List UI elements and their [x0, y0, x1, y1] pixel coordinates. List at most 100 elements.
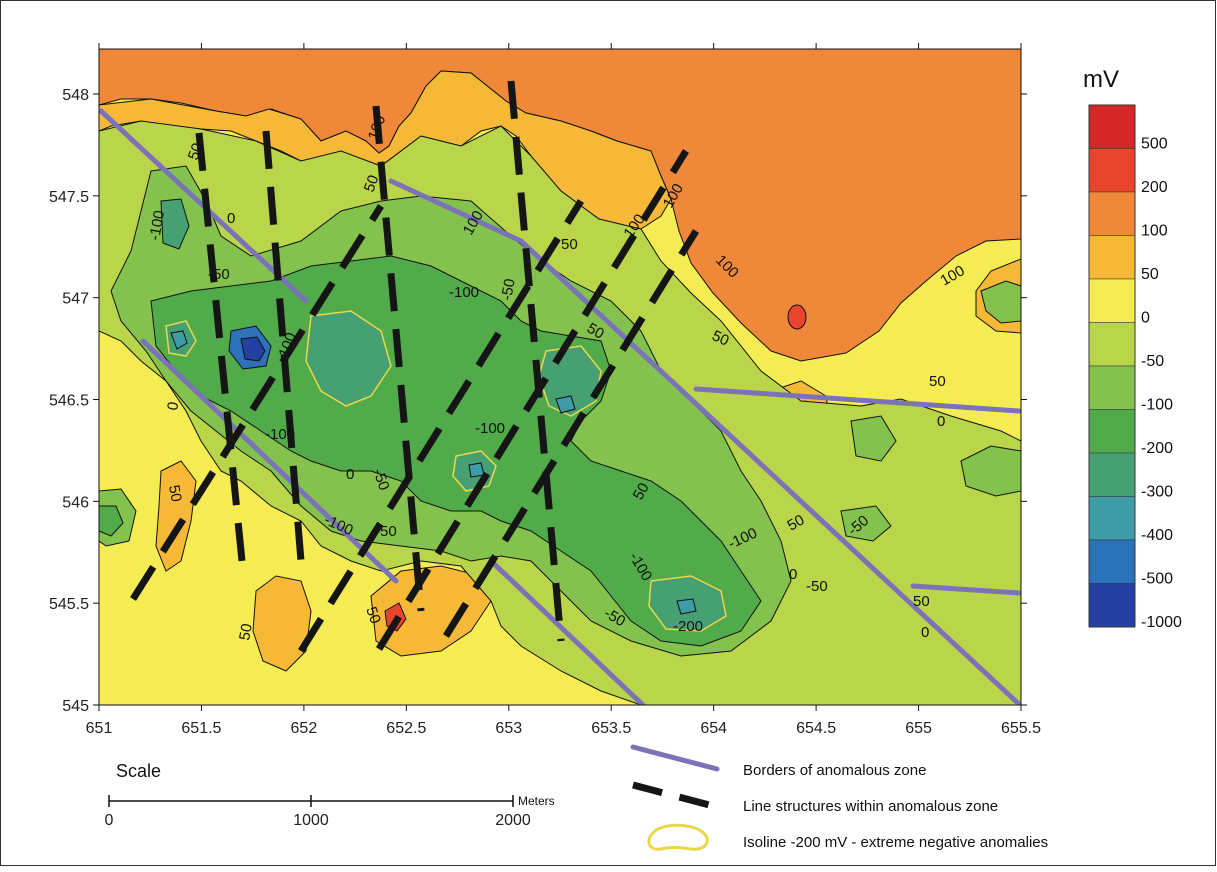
- colorbar-label: -500: [1141, 571, 1173, 588]
- contour-label: 0: [789, 566, 797, 583]
- y-tick-label: 545: [62, 698, 89, 715]
- zone-minus400-pocket-e: [468, 462, 485, 478]
- colorbar-segment: [1088, 104, 1136, 149]
- colorbar-segment: [1088, 583, 1136, 628]
- contour-label: -50: [375, 523, 397, 540]
- x-tick-label: 654.5: [796, 720, 836, 737]
- scale-label-0: 0: [105, 812, 114, 829]
- zone-minus300-minus200-a: [305, 310, 392, 407]
- legend-label-border: Borders of anomalous zone: [743, 762, 926, 779]
- map-plot-area: 100 100 100 100 100 100 50 50 50 50 50 5…: [99, 49, 1021, 705]
- zone-minus1000-pocket-a: [240, 336, 266, 362]
- structure-line-6: [298, 199, 584, 653]
- contour-label: 50: [584, 320, 607, 343]
- colorbar-label: 100: [1141, 223, 1168, 240]
- border-line-3: [518, 238, 1021, 705]
- colorbar-label: 50: [1141, 266, 1159, 283]
- scale-label-2000: 2000: [495, 812, 531, 829]
- y-tick-label: 546.5: [49, 393, 89, 410]
- zone-minus400-pocket-c: [555, 395, 576, 414]
- contour-label: -100: [146, 209, 168, 242]
- zone-minus300-minus200-f: [160, 198, 190, 250]
- x-tick-label: 653: [495, 720, 522, 737]
- x-tick-label: 652: [291, 720, 318, 737]
- y-tick-label: 547.5: [49, 189, 89, 206]
- contour-label: 50: [785, 511, 808, 534]
- colorbar-label: -400: [1141, 527, 1173, 544]
- contour-label: 0: [921, 624, 929, 641]
- y-tick-label: 548: [62, 87, 89, 104]
- x-tick-label: 655.5: [1001, 720, 1041, 737]
- contour-label: -50: [208, 266, 230, 283]
- zone-minus400-pocket-d: [676, 598, 697, 615]
- contour-label: 0: [164, 401, 182, 412]
- contour-label: -100: [449, 284, 479, 301]
- zone-minus100-east-pocket: [960, 445, 1021, 497]
- colorbar-label: -100: [1141, 397, 1173, 414]
- colorbar-label: -50: [1141, 353, 1164, 370]
- colorbar-segment: [1088, 278, 1136, 323]
- contour-label: -100: [475, 420, 505, 437]
- colorbar-segment: [1088, 365, 1136, 410]
- colorbar-segment: [1088, 148, 1136, 193]
- colorbar-segment: [1088, 539, 1136, 584]
- colorbar-label: 200: [1141, 179, 1168, 196]
- zone-50-100-south-a: [370, 565, 492, 657]
- scale-unit: Meters: [518, 794, 555, 808]
- structure-line-8: [443, 229, 699, 638]
- colorbar-label: -200: [1141, 440, 1173, 457]
- x-tick-label: 651: [86, 720, 113, 737]
- contour-label: 50: [630, 480, 653, 503]
- zone-200-500-spot: [787, 304, 807, 330]
- colorbar-segment: [1088, 235, 1136, 280]
- anomalous-zone-borders: [99, 108, 1021, 705]
- structure-line-3: [372, 105, 425, 612]
- zone-minus100-east-pocket-b: [850, 415, 897, 462]
- y-tick-label: 545.5: [49, 596, 89, 613]
- zone-minus200-west-pocket: [99, 505, 124, 537]
- contour-label: -50: [369, 467, 392, 493]
- contour-label: 0: [346, 466, 354, 483]
- legend-label-isoline: Isoline -200 mV - extreme negative anoma…: [743, 834, 1048, 851]
- colorbar-segment: [1088, 452, 1136, 497]
- x-tick-label: 652.5: [386, 720, 426, 737]
- colorbar-segment: [1088, 496, 1136, 541]
- colorbar-segment: [1088, 322, 1136, 367]
- structure-line-7: [376, 149, 689, 651]
- legend: Borders of anomalous zone Line structure…: [630, 744, 1048, 851]
- colorbar-label: 500: [1141, 136, 1168, 153]
- contour-label: -100: [265, 426, 295, 443]
- contour-label: 0: [227, 210, 235, 227]
- x-tick-label: 655: [905, 720, 932, 737]
- y-tick-label: 546: [62, 494, 89, 511]
- zone-minus100-pocket-se: [840, 505, 892, 542]
- contour-label: 50: [561, 236, 578, 253]
- map-border: [98, 48, 1022, 706]
- colorbar-segment: [1088, 409, 1136, 454]
- border-line-2: [388, 178, 524, 244]
- zone-minus400-pocket-b: [170, 330, 188, 350]
- legend-symbol-isoline: [647, 823, 709, 851]
- border-line-6: [693, 386, 1021, 414]
- colorbar-title: mV: [1083, 66, 1119, 93]
- scale-bar: Scale 0 1000 2000 Meters: [105, 761, 555, 829]
- y-axis: 548 547.5 547 546.5 546 545.5 545: [49, 87, 1027, 715]
- structure-line-1: [195, 132, 247, 572]
- legend-symbol-structure: [632, 781, 718, 811]
- scale-title: Scale: [116, 761, 161, 781]
- contour-label: 50: [362, 605, 384, 626]
- contour-label: 50: [165, 484, 185, 503]
- zone-minus50-east-pocket: [980, 280, 1021, 324]
- zone-minus200-minus100: [150, 255, 762, 647]
- structure-line-4: [507, 80, 565, 642]
- contour-label: 50: [709, 327, 731, 349]
- y-tick-label: 547: [62, 291, 89, 308]
- contour-label: 50: [913, 593, 930, 610]
- contour-label: 50: [185, 141, 207, 162]
- x-tick-label: 653.5: [591, 720, 631, 737]
- colorbar-label: -1000: [1141, 614, 1182, 631]
- border-line-7: [910, 583, 1021, 596]
